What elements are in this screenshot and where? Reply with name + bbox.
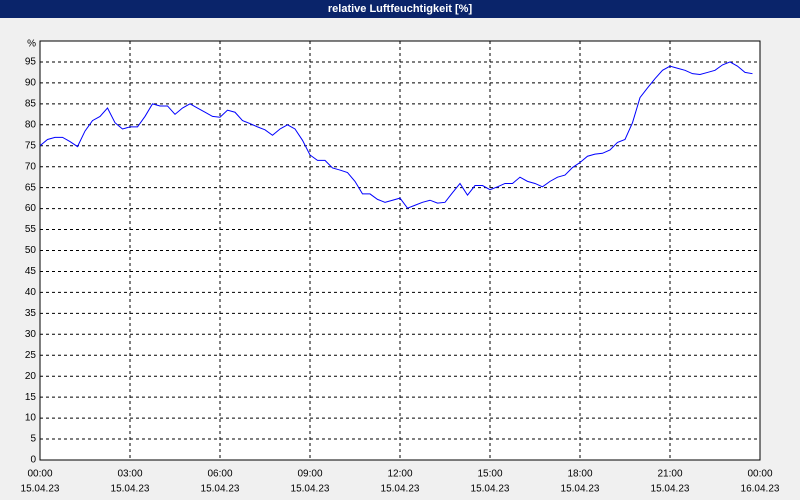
x-tick-label: 12:00 — [387, 469, 412, 480]
y-axis-label: % — [27, 39, 36, 50]
y-tick-label: 70 — [25, 161, 37, 172]
y-tick-label: 75 — [25, 140, 37, 151]
y-tick-label: 20 — [25, 371, 37, 382]
x-tick-label: 21:00 — [657, 469, 682, 480]
x-tick-label: 03:00 — [117, 469, 142, 480]
x-tick-date: 16.04.23 — [741, 484, 780, 495]
x-tick-date: 15.04.23 — [201, 484, 240, 495]
y-tick-label: 80 — [25, 119, 37, 130]
x-tick-label: 00:00 — [27, 469, 52, 480]
y-tick-label: 45 — [25, 266, 37, 277]
x-tick-date: 15.04.23 — [651, 484, 690, 495]
y-tick-label: 60 — [25, 203, 37, 214]
x-tick-date: 15.04.23 — [381, 484, 420, 495]
x-tick-date: 15.04.23 — [291, 484, 330, 495]
y-tick-label: 0 — [30, 455, 36, 466]
y-tick-label: 5 — [30, 434, 36, 445]
y-tick-label: 55 — [25, 224, 37, 235]
x-tick-date: 15.04.23 — [561, 484, 600, 495]
x-tick-date: 15.04.23 — [21, 484, 60, 495]
data-line — [39, 61, 753, 209]
y-tick-label: 40 — [25, 287, 37, 298]
x-tick-label: 09:00 — [297, 469, 322, 480]
y-tick-label: 35 — [25, 308, 37, 319]
chart-title: relative Luftfeuchtigkeit [%] — [328, 3, 473, 15]
title-bar — [0, 0, 800, 18]
x-tick-label: 18:00 — [567, 469, 592, 480]
x-tick-label: 15:00 — [477, 469, 502, 480]
y-tick-label: 65 — [25, 182, 37, 193]
y-tick-label: 90 — [25, 78, 37, 89]
y-tick-label: 30 — [25, 329, 37, 340]
x-tick-date: 15.04.23 — [111, 484, 150, 495]
plot-frame — [39, 40, 761, 461]
y-tick-label: 25 — [25, 350, 37, 361]
y-tick-label: 15 — [25, 392, 37, 403]
y-tick-label: 85 — [25, 98, 37, 109]
x-tick-label: 06:00 — [207, 469, 232, 480]
y-tick-label: 10 — [25, 413, 37, 424]
y-tick-label: 50 — [25, 245, 37, 256]
x-tick-label: 00:00 — [747, 469, 772, 480]
y-tick-label: 95 — [25, 57, 37, 68]
x-tick-date: 15.04.23 — [471, 484, 510, 495]
